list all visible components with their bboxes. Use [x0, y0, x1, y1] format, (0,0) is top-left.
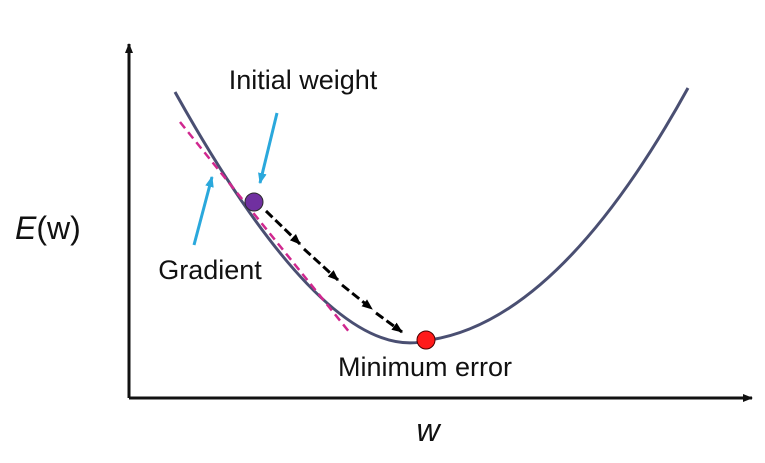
gradient-pointer-arrow — [192, 175, 214, 246]
y-axis-label-argument: (w) — [36, 210, 80, 246]
initial-weight-label: Initial weight — [229, 65, 378, 95]
y-axis-label-symbol: E — [15, 210, 37, 246]
descent-step-arrow — [302, 247, 340, 282]
error-curve — [173, 87, 690, 345]
gradient-tangent-line — [179, 121, 351, 334]
descent-step-arrow — [375, 311, 403, 334]
initial-weight-point — [244, 192, 264, 212]
x-axis-label: w — [416, 412, 441, 448]
gradient-label: Gradient — [158, 255, 262, 285]
minimum-error-point — [416, 330, 436, 350]
descent-step-arrow — [341, 283, 373, 311]
descent-step-arrows — [264, 209, 403, 334]
initial-weight-pointer-arrow — [258, 112, 279, 185]
minimum-error-label: Minimum error — [338, 352, 512, 382]
y-axis-label: E(w) — [15, 210, 81, 246]
descent-step-arrow — [264, 209, 302, 246]
